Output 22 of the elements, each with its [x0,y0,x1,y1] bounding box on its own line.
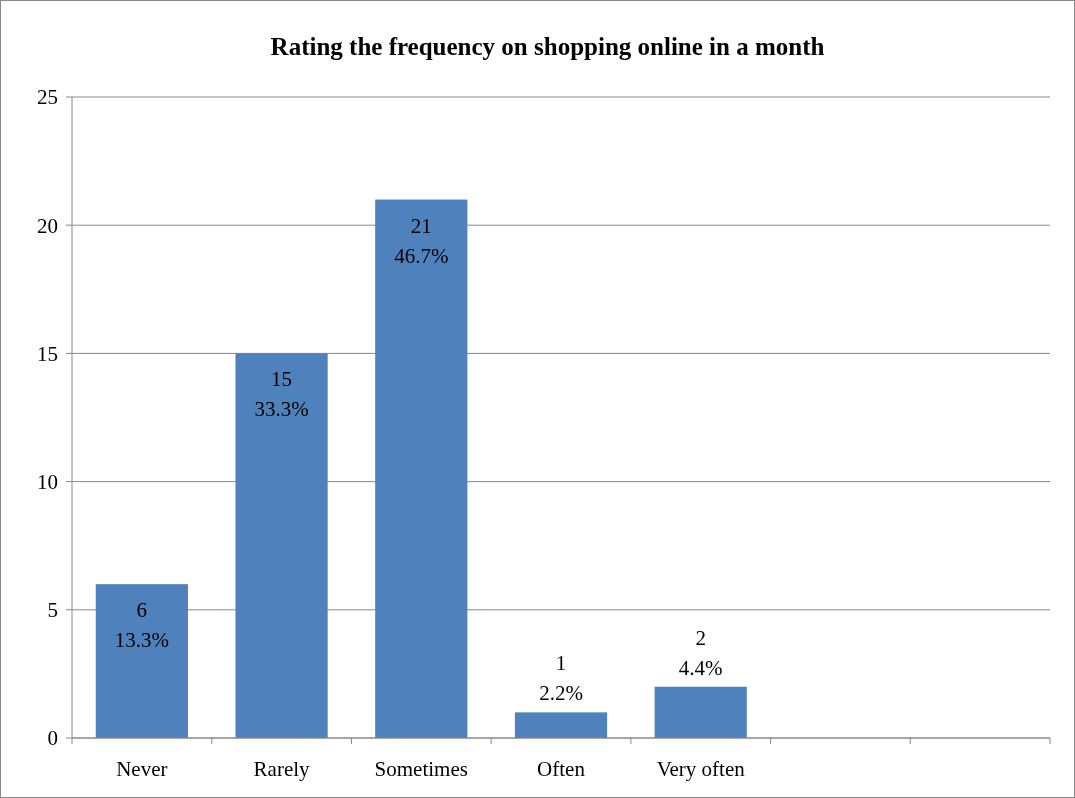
data-label: 21 46.7% [394,213,449,268]
y-tick-label: 0 [47,726,58,751]
y-tick-label: 10 [37,469,58,494]
data-label: 6 13.3% [114,598,169,653]
x-tick-label: Sometimes [374,757,468,781]
y-tick-label: 20 [37,213,58,238]
bar [514,712,608,738]
x-tick-label: Very often [656,757,746,781]
bar [235,353,328,738]
y-tick-label: 5 [47,598,58,623]
data-label: 2 4.4% [678,625,723,680]
data-label: 15 33.3% [254,367,309,422]
data-label: 1 2.2% [539,651,583,706]
y-tick-label: 25 [37,85,58,110]
x-tick-label: Rarely [253,757,311,781]
bar [95,584,188,738]
x-tick-label: Never [116,757,168,781]
bar [375,199,468,738]
bar [654,686,747,738]
y-tick-label: 15 [37,341,58,366]
chart-title: Rating the frequency on shopping online in a month [270,33,825,60]
x-tick-label: Often [537,757,586,781]
